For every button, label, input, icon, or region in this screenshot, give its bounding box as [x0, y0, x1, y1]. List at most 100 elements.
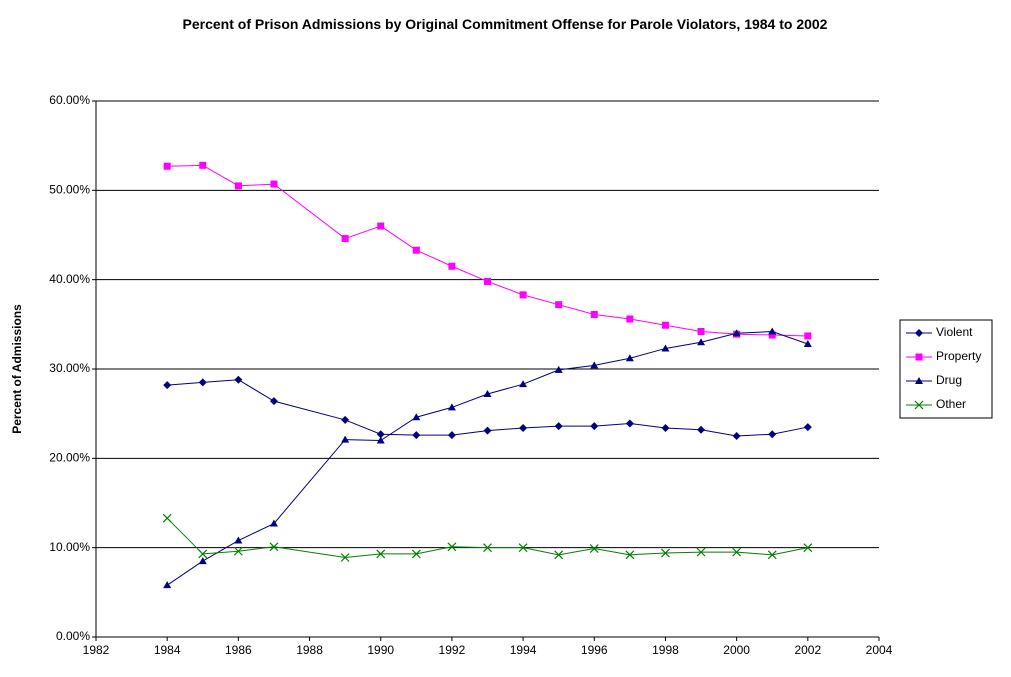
marker	[341, 435, 350, 443]
marker	[696, 547, 706, 557]
marker	[162, 513, 172, 523]
marker	[590, 422, 599, 431]
marker	[340, 553, 350, 562]
marker	[269, 397, 278, 406]
marker	[625, 354, 634, 362]
x-tick-label: 2004	[866, 643, 893, 657]
marker	[915, 353, 923, 361]
marker	[483, 543, 492, 553]
x-tick-label: 1986	[225, 643, 252, 657]
marker	[732, 432, 741, 440]
marker	[697, 425, 706, 434]
marker	[697, 338, 706, 346]
marker	[376, 430, 385, 439]
marker	[163, 162, 171, 170]
x-tick-label: 1990	[367, 643, 394, 657]
x-tick-label: 1984	[154, 643, 181, 657]
marker	[199, 161, 207, 169]
marker	[233, 546, 243, 556]
marker	[198, 549, 208, 559]
line	[167, 164, 808, 337]
marker	[234, 182, 242, 190]
line	[166, 517, 808, 558]
y-tick-label: 40.00%	[49, 272, 90, 286]
marker	[269, 519, 278, 527]
y-tick-label: 20.00%	[49, 451, 90, 465]
marker	[625, 550, 635, 560]
marker	[163, 381, 172, 390]
marker	[768, 430, 777, 439]
marker	[376, 549, 386, 559]
y-tick-label: 60.00%	[49, 93, 90, 107]
marker	[447, 431, 456, 440]
y-tick-label: 0.00%	[56, 629, 90, 643]
x-tick-label: 1996	[581, 643, 608, 657]
marker	[163, 581, 172, 589]
marker	[661, 548, 670, 558]
marker	[519, 380, 528, 388]
marker	[732, 329, 741, 337]
marker	[661, 321, 669, 329]
legend-label: Other	[936, 397, 966, 411]
chart-title: Percent of Prison Admissions by Original…	[182, 16, 828, 32]
marker	[412, 246, 420, 254]
marker	[483, 426, 492, 435]
marker	[626, 315, 634, 323]
marker	[411, 549, 421, 559]
marker	[915, 377, 923, 384]
y-tick-label: 50.00%	[49, 183, 90, 197]
marker	[804, 332, 812, 340]
marker	[412, 431, 421, 440]
marker	[803, 423, 812, 432]
marker	[376, 436, 385, 444]
x-tick-label: 2000	[723, 643, 750, 657]
line	[166, 330, 808, 586]
marker	[484, 277, 491, 285]
marker	[198, 557, 207, 565]
marker	[661, 423, 670, 432]
y-tick-label: 10.00%	[49, 540, 90, 554]
marker	[341, 235, 349, 243]
marker	[518, 543, 528, 553]
legend-label: Violent	[936, 325, 973, 339]
marker	[803, 543, 813, 553]
legend-label: Property	[936, 349, 981, 363]
marker	[341, 415, 350, 424]
marker	[519, 423, 528, 432]
marker	[269, 542, 279, 552]
legend-label: Drug	[936, 373, 962, 387]
marker	[377, 222, 385, 230]
marker	[661, 344, 670, 352]
marker	[555, 301, 563, 309]
y-axis-label: Percent of Admissions	[10, 304, 24, 434]
marker	[412, 413, 421, 421]
marker	[234, 375, 243, 384]
marker	[198, 378, 207, 387]
x-tick-label: 2002	[794, 643, 821, 657]
marker	[589, 544, 599, 553]
x-tick-label: 1988	[296, 643, 323, 657]
marker	[625, 419, 634, 428]
marker	[448, 262, 456, 270]
marker	[767, 550, 777, 560]
marker	[554, 550, 564, 560]
marker	[447, 403, 456, 411]
marker	[554, 365, 563, 373]
x-tick-label: 1982	[83, 643, 110, 657]
marker	[519, 291, 527, 299]
marker	[234, 536, 243, 544]
marker	[590, 361, 599, 369]
marker	[554, 422, 563, 431]
marker	[590, 311, 598, 319]
x-tick-label: 1994	[510, 643, 537, 657]
x-tick-label: 1998	[652, 643, 679, 657]
marker	[447, 542, 457, 552]
y-tick-label: 30.00%	[49, 361, 90, 375]
marker	[914, 400, 924, 410]
marker	[803, 339, 812, 347]
marker	[483, 390, 492, 398]
marker	[768, 327, 777, 335]
marker	[768, 331, 776, 339]
marker	[915, 329, 923, 337]
